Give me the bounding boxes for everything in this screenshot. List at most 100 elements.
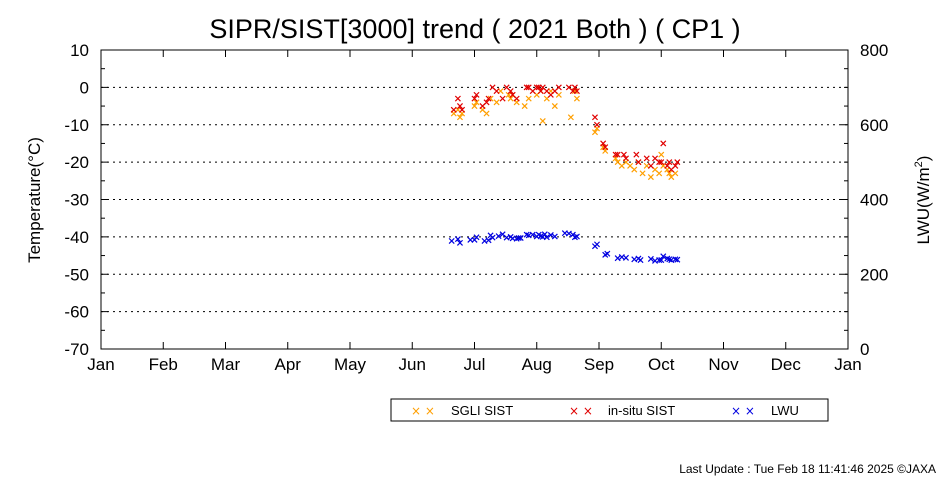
data-point bbox=[483, 110, 490, 117]
x-tick-label: Dec bbox=[771, 355, 802, 374]
data-point bbox=[600, 140, 607, 147]
x-tick-label: Jan bbox=[834, 355, 861, 374]
data-point bbox=[647, 162, 654, 169]
data-point bbox=[493, 99, 500, 106]
data-point bbox=[459, 106, 466, 113]
y2-tick-label: 400 bbox=[860, 191, 888, 210]
legend-label-insitu: in-situ SIST bbox=[608, 403, 675, 418]
data-point bbox=[529, 231, 536, 238]
data-point bbox=[454, 95, 461, 102]
data-point bbox=[493, 88, 500, 95]
data-point bbox=[523, 84, 530, 91]
data-point bbox=[543, 234, 550, 241]
data-point bbox=[674, 256, 681, 263]
data-point bbox=[633, 151, 640, 158]
legend-marker-lwu: × × bbox=[731, 404, 755, 418]
x-tick-label: Feb bbox=[149, 355, 178, 374]
data-point bbox=[622, 155, 629, 162]
y-tick-label: -20 bbox=[64, 153, 89, 172]
y2-axis-label-sup: 2 bbox=[913, 161, 925, 167]
data-point bbox=[604, 250, 611, 257]
data-point bbox=[473, 99, 480, 106]
data-point bbox=[567, 114, 574, 121]
data-point bbox=[555, 84, 562, 91]
data-point bbox=[622, 254, 629, 261]
y-tick-label: 10 bbox=[70, 41, 89, 60]
y2-tick-label: 600 bbox=[860, 116, 888, 135]
data-point bbox=[614, 255, 621, 262]
x-tick-label: Jun bbox=[399, 355, 426, 374]
y-tick-labels: 10 0 -10 -20 -30 -40 -50 -60 -70 bbox=[64, 41, 89, 359]
legend-marker-insitu: × × bbox=[569, 404, 593, 418]
legend-box bbox=[390, 398, 829, 422]
y-tick-label: -70 bbox=[64, 340, 89, 359]
legend-label-sgli: SGLI SIST bbox=[451, 403, 513, 418]
data-point bbox=[485, 95, 492, 102]
y2-axis-label-end: ) bbox=[914, 156, 933, 162]
data-point bbox=[537, 88, 544, 95]
y2-tick-label: 0 bbox=[860, 340, 869, 359]
y-tick-label: -10 bbox=[64, 116, 89, 135]
data-point bbox=[571, 84, 578, 91]
data-point bbox=[666, 170, 673, 177]
data-point bbox=[647, 255, 654, 262]
gridlines bbox=[101, 86, 848, 313]
data-point bbox=[591, 114, 599, 121]
data-point bbox=[456, 114, 463, 121]
axis-ticks bbox=[100, 49, 849, 350]
data-point bbox=[672, 162, 679, 169]
x-tick-label: Jul bbox=[464, 355, 486, 374]
data-point bbox=[513, 95, 520, 102]
data-point bbox=[485, 237, 492, 244]
data-point bbox=[591, 129, 599, 136]
data-point bbox=[507, 88, 514, 95]
last-update-footer: Last Update : Tue Feb 18 11:41:46 2025 ©… bbox=[679, 462, 936, 476]
data-point bbox=[448, 237, 455, 245]
data-point bbox=[541, 231, 548, 238]
chart-title: SIPR/SIST[3000] trend ( 2021 Both ) ( CP… bbox=[209, 14, 740, 44]
data-point bbox=[539, 117, 546, 125]
data-point bbox=[551, 103, 558, 110]
x-tick-labels: Jan Feb Mar Apr May Jun Jul Aug Sep Oct Nov Dec Jan bbox=[87, 355, 861, 374]
x-tick-label: Apr bbox=[275, 355, 302, 374]
y-axis-label: Temperature(°C) bbox=[25, 137, 44, 263]
data-point bbox=[672, 256, 679, 263]
data-point bbox=[489, 234, 496, 241]
data-point bbox=[637, 257, 644, 264]
data-point bbox=[674, 159, 681, 166]
y2-tick-label: 200 bbox=[860, 265, 888, 284]
data-point bbox=[643, 155, 650, 162]
x-tick-label: Jan bbox=[87, 355, 114, 374]
data-point bbox=[593, 121, 601, 128]
y2-axis-label: LWU(W/m2) bbox=[913, 156, 933, 245]
data-point bbox=[573, 95, 580, 102]
y-tick-label: -60 bbox=[64, 303, 89, 322]
data-point bbox=[473, 234, 480, 241]
data-point bbox=[620, 151, 627, 158]
data-point bbox=[456, 239, 463, 246]
x-tick-label: Oct bbox=[648, 355, 675, 374]
y-tick-label: -30 bbox=[64, 191, 89, 210]
data-point bbox=[658, 257, 665, 264]
legend: × × SGLI SIST × × in-situ SIST × × LWU bbox=[390, 398, 829, 422]
data-point bbox=[666, 159, 673, 166]
data-point bbox=[551, 233, 558, 240]
data-point bbox=[660, 140, 667, 147]
data-point bbox=[602, 144, 609, 151]
data-point bbox=[517, 234, 524, 242]
data-point bbox=[454, 236, 461, 243]
data-point bbox=[515, 234, 522, 242]
x-tick-label: Nov bbox=[708, 355, 739, 374]
y2-tick-label: 800 bbox=[860, 41, 888, 60]
legend-label-lwu: LWU bbox=[771, 403, 799, 418]
data-point bbox=[631, 166, 638, 173]
data-point bbox=[658, 159, 665, 166]
data-point bbox=[525, 95, 532, 102]
data-point bbox=[573, 233, 580, 240]
data-point bbox=[507, 95, 514, 102]
y-tick-label: 0 bbox=[80, 78, 89, 97]
data-point bbox=[483, 99, 490, 106]
data-point bbox=[593, 241, 601, 248]
y-tick-label: -40 bbox=[64, 228, 89, 247]
x-tick-label: May bbox=[334, 355, 367, 374]
